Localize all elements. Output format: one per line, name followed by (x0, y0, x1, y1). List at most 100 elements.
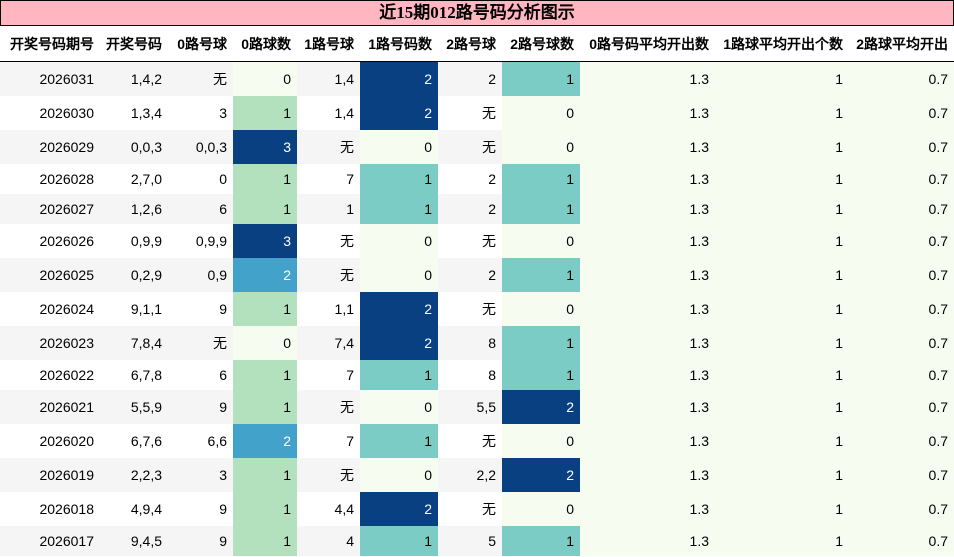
table-row: 2026017 9,4,5 9 1 4 1 5 1 1.3 1 0.7 (0, 525, 954, 556)
table-cell: 无 (297, 223, 360, 258)
table-cell: 3 (233, 223, 297, 258)
column-header[interactable]: 0路号码平均开出数 (580, 26, 715, 62)
table-cell: 7,8,4 (100, 325, 168, 360)
table-row: 2026019 2,2,3 3 1 无 0 2,2 2 1.3 1 0.7 (0, 457, 954, 492)
table-cell: 1.3 (580, 389, 715, 424)
table-cell: 2 (360, 325, 438, 360)
table-cell: 1 (715, 257, 849, 292)
table-cell: 2,2 (438, 457, 502, 492)
table-row: 2026018 4,9,4 9 1 4,4 2 无 0 1.3 1 0.7 (0, 491, 954, 526)
table-cell: 8 (438, 359, 502, 390)
table-cell: 0 (233, 325, 297, 360)
table-cell: 1.3 (580, 129, 715, 164)
table-cell: 1 (233, 359, 297, 390)
table-cell: 1 (360, 525, 438, 556)
column-header[interactable]: 1路号码数 (360, 26, 438, 62)
table-cell: 5,5 (438, 389, 502, 424)
table-cell: 1.3 (580, 423, 715, 458)
table-cell: 1 (233, 525, 297, 556)
table-cell: 1 (502, 257, 580, 292)
table-row: 2026029 0,0,3 0,0,3 3 无 0 无 0 1.3 1 0.7 (0, 129, 954, 164)
header-row: 开奖号码期号 开奖号码 0路号球 0路球数 1路号球 1路号码数 2路号球 2路号球数 0路号码… (0, 26, 954, 62)
table-cell: 1 (715, 61, 849, 96)
table-cell: 2026023 (0, 325, 100, 360)
table-cell: 1 (360, 423, 438, 458)
column-header[interactable]: 开奖号码 (100, 26, 168, 62)
table-cell: 1 (502, 325, 580, 360)
table-row: 2026025 0,2,9 0,9 2 无 0 2 1 1.3 1 0.7 (0, 257, 954, 292)
table-cell: 1 (502, 193, 580, 224)
table-cell: 1 (715, 193, 849, 224)
table-cell: 1 (233, 95, 297, 130)
table-cell: 0 (502, 223, 580, 258)
table-cell: 1.3 (580, 457, 715, 492)
table-cell: 1,2,6 (100, 193, 168, 224)
table-cell: 2026021 (0, 389, 100, 424)
table-cell: 6 (168, 193, 233, 224)
table-row: 2026026 0,9,9 0,9,9 3 无 0 无 0 1.3 1 0.7 (0, 223, 954, 258)
table-cell: 9,4,5 (100, 525, 168, 556)
table-cell: 7,4 (297, 325, 360, 360)
table-cell: 1 (715, 291, 849, 326)
table-cell: 2 (438, 193, 502, 224)
table-cell: 0,9,9 (100, 223, 168, 258)
table-cell: 9 (168, 389, 233, 424)
table-cell: 0.7 (849, 129, 954, 164)
table-cell: 1,3,4 (100, 95, 168, 130)
table-cell: 1 (715, 525, 849, 556)
table-cell: 0.7 (849, 359, 954, 390)
column-header[interactable]: 2路号球 (438, 26, 502, 62)
table-cell: 0 (502, 291, 580, 326)
table-cell: 0 (360, 457, 438, 492)
table-row: 2026023 7,8,4 无 0 7,4 2 8 1 1.3 1 0.7 (0, 325, 954, 360)
table-cell: 无 (168, 61, 233, 96)
column-header[interactable]: 开奖号码期号 (0, 26, 100, 62)
table-cell: 1.3 (580, 95, 715, 130)
table-cell: 7 (297, 359, 360, 390)
table-row: 2026028 2,7,0 0 1 7 1 2 1 1.3 1 0.7 (0, 163, 954, 194)
table-cell: 0 (233, 61, 297, 96)
column-header[interactable]: 2路球平均开出 (849, 26, 954, 62)
table-cell: 2 (502, 457, 580, 492)
table-cell: 0.7 (849, 491, 954, 526)
table-cell: 2 (360, 95, 438, 130)
table-cell: 9 (168, 525, 233, 556)
table-cell: 2 (233, 257, 297, 292)
table-cell: 8 (438, 325, 502, 360)
table-cell: 1 (715, 223, 849, 258)
table-cell: 1.3 (580, 525, 715, 556)
table-cell: 9 (168, 491, 233, 526)
column-header[interactable]: 0路号球 (168, 26, 233, 62)
table-cell: 无 (438, 291, 502, 326)
table-cell: 1 (502, 163, 580, 194)
table-cell: 2026017 (0, 525, 100, 556)
table-cell: 3 (233, 129, 297, 164)
table-cell: 2026022 (0, 359, 100, 390)
table-cell: 1,4,2 (100, 61, 168, 96)
table-cell: 1.3 (580, 163, 715, 194)
table-cell: 1 (715, 491, 849, 526)
table-cell: 2026025 (0, 257, 100, 292)
table-cell: 2 (438, 61, 502, 96)
table-cell: 1 (715, 359, 849, 390)
table-cell: 7 (297, 163, 360, 194)
column-header[interactable]: 1路球平均开出个数 (715, 26, 849, 62)
table-cell: 1 (360, 163, 438, 194)
table-row: 2026020 6,7,6 6,6 2 7 1 无 0 1.3 1 0.7 (0, 423, 954, 458)
column-header[interactable]: 0路球数 (233, 26, 297, 62)
table-cell: 4,4 (297, 491, 360, 526)
table-cell: 1,4 (297, 95, 360, 130)
column-header[interactable]: 1路号球 (297, 26, 360, 62)
table-row: 2026024 9,1,1 9 1 1,1 2 无 0 1.3 1 0.7 (0, 291, 954, 326)
table-cell: 1.3 (580, 193, 715, 224)
table-cell: 无 (438, 423, 502, 458)
table-cell: 3 (168, 95, 233, 130)
table-cell: 0,2,9 (100, 257, 168, 292)
column-header[interactable]: 2路号球数 (502, 26, 580, 62)
table-cell: 1.3 (580, 291, 715, 326)
table-cell: 无 (168, 325, 233, 360)
table-cell: 2026028 (0, 163, 100, 194)
table-cell: 1 (715, 129, 849, 164)
table-cell: 9,1,1 (100, 291, 168, 326)
table-cell: 无 (297, 457, 360, 492)
